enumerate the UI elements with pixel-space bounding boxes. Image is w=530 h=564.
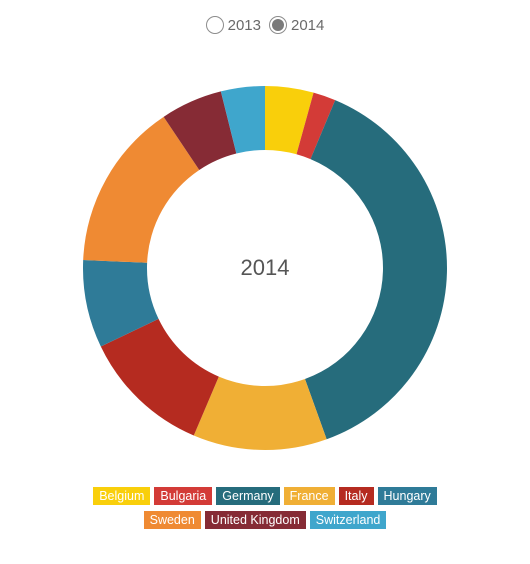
legend-item-switzerland[interactable]: Switzerland [309,511,387,529]
legend-item-france[interactable]: France [283,487,335,505]
slice-bulgaria[interactable] [296,92,336,160]
legend-item-sweden[interactable]: Sweden [143,511,201,529]
slice-hungary[interactable] [83,259,159,347]
legend-item-germany[interactable]: Germany [216,487,280,505]
legend-item-italy[interactable]: Italy [338,487,374,505]
legend-row-2: Sweden United Kingdom Switzerland [0,511,530,529]
slice-switzerland[interactable] [220,86,265,154]
slice-united-kingdom[interactable] [163,91,237,170]
legend-item-belgium[interactable]: Belgium [93,487,151,505]
slice-belgium[interactable] [265,86,314,155]
slice-germany[interactable] [304,100,448,440]
slice-france[interactable] [193,376,327,451]
slice-italy[interactable] [100,318,219,436]
slice-sweden[interactable] [83,116,200,263]
year-option-2013[interactable]: 2013 [205,16,261,34]
legend-row-1: Belgium Bulgaria Germany France Italy Hungary [0,487,530,505]
year-label-2013: 2013 [227,16,261,34]
radio-2013[interactable] [205,16,224,34]
donut-chart: 2014 [83,86,448,451]
year-label-2014: 2014 [291,16,325,34]
year-option-2014[interactable]: 2014 [269,16,324,34]
radio-2014[interactable] [269,16,287,34]
legend-item-hungary[interactable]: Hungary [377,487,437,505]
year-toggle: 2013 2014 [0,16,530,34]
legend-item-bulgaria[interactable]: Bulgaria [154,487,213,505]
center-year-label: 2014 [241,255,290,280]
legend-item-united-kingdom[interactable]: United Kingdom [204,511,306,529]
